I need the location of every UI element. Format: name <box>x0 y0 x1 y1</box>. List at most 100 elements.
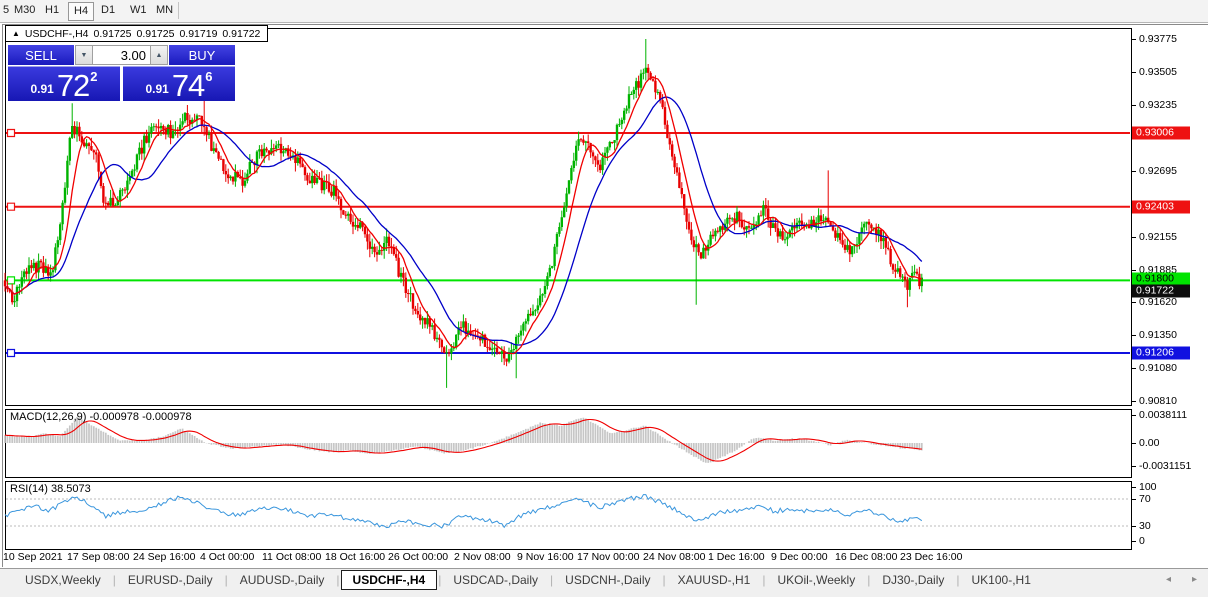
rsi-indicator-label: RSI(14) 38.5073 <box>10 483 91 495</box>
rsi-tick-label: 30 <box>1139 520 1151 532</box>
date-tick-label: 4 Oct 00:00 <box>200 551 255 563</box>
sell-price-prefix: 0.91 <box>30 82 54 96</box>
price-tick-mark <box>1132 171 1136 172</box>
macd-tick-mark <box>1132 466 1136 467</box>
date-tick-label: 24 Nov 08:00 <box>643 551 706 563</box>
tab-dj30-daily[interactable]: DJ30-,Daily <box>882 573 945 587</box>
tab-separator: | <box>662 573 666 587</box>
sell-button[interactable]: SELL <box>8 45 74 65</box>
tab-ukoil-weekly[interactable]: UKOil-,Weekly <box>777 573 856 587</box>
tf-button-m30[interactable]: M30 <box>14 4 36 16</box>
price-tick-mark <box>1132 72 1136 73</box>
date-tick-label: 26 Oct 00:00 <box>388 551 449 563</box>
buy-price-prefix: 0.91 <box>145 82 169 96</box>
price-tick-mark <box>1132 237 1136 238</box>
date-tick-label: 1 Dec 16:00 <box>708 551 765 563</box>
window-border-left <box>2 24 3 567</box>
tab-separator: | <box>550 573 554 587</box>
rsi-tick-label: 100 <box>1139 481 1157 493</box>
tf-button-h1[interactable]: H1 <box>45 4 60 16</box>
price-tick-mark <box>1132 302 1136 303</box>
price-tick-mark <box>1132 368 1136 369</box>
sell-price-pips: 72 <box>56 68 90 103</box>
price-tick-label: 0.91350 <box>1139 329 1177 341</box>
tab-scroll-right-icon[interactable]: ▸ <box>1192 574 1198 585</box>
tf-button-h4[interactable]: H4 <box>68 2 95 21</box>
price-tick-label: 0.93505 <box>1139 66 1177 78</box>
tab-xauusd-h1[interactable]: XAUUSD-,H1 <box>677 573 751 587</box>
price-tick-label: 0.92695 <box>1139 165 1177 177</box>
rsi-tick-mark <box>1132 487 1136 488</box>
macd-tick-mark <box>1132 443 1136 444</box>
tab-usdchf-h4[interactable]: USDCHF-,H4 <box>340 570 438 590</box>
rsi-tick-label: 70 <box>1139 493 1151 505</box>
tab-audusd-daily[interactable]: AUDUSD-,Daily <box>239 573 325 587</box>
price-tick-mark <box>1132 335 1136 336</box>
price-tick-mark <box>1132 270 1136 271</box>
tab-usdcad-daily[interactable]: USDCAD-,Daily <box>453 573 539 587</box>
tab-separator: | <box>112 573 116 587</box>
macd-indicator-label: MACD(12,26,9) -0.000978 -0.000978 <box>10 411 192 423</box>
macd-tick-label: 0.00 <box>1139 437 1160 449</box>
tab-separator: | <box>438 573 442 587</box>
price-tick-label: 0.90810 <box>1139 395 1177 407</box>
volume-stepper: ▼ ▲ <box>75 45 168 65</box>
ohlc-header: ▲ USDCHF-,H4 0.91725 0.91725 0.91719 0.9… <box>5 25 269 42</box>
tab-separator: | <box>762 573 766 587</box>
chevron-down-icon: ▼ <box>80 51 88 59</box>
tf-button-d1[interactable]: D1 <box>101 4 116 16</box>
tab-uk100-h1[interactable]: UK100-,H1 <box>971 573 1031 587</box>
toolbar-separator <box>178 2 179 19</box>
buy-price-display[interactable]: 0.91 74 6 <box>123 66 235 101</box>
price-line-tag: 0.91800 <box>1132 272 1190 286</box>
tf-button-w1[interactable]: W1 <box>130 4 147 16</box>
macd-tick-mark <box>1132 415 1136 416</box>
tab-usdx-weekly[interactable]: USDX,Weekly <box>25 573 101 587</box>
volume-input[interactable] <box>93 45 150 65</box>
rsi-tick-mark <box>1132 526 1136 527</box>
price-tick-mark <box>1132 401 1136 402</box>
price-tick-label: 0.91620 <box>1139 296 1177 308</box>
tab-eurusd-daily[interactable]: EURUSD-,Daily <box>127 573 213 587</box>
tab-separator: | <box>336 573 340 587</box>
chevron-up-icon: ▲ <box>155 51 163 59</box>
quote-open: 0.91725 <box>93 27 132 40</box>
rsi-tick-mark <box>1132 541 1136 542</box>
rsi-plot[interactable] <box>5 481 1132 550</box>
rsi-tick-label: 0 <box>1139 535 1145 547</box>
tab-usdcnh-daily[interactable]: USDCNH-,Daily <box>565 573 651 587</box>
tf-button-mn[interactable]: MN <box>156 4 174 16</box>
date-tick-label: 16 Dec 08:00 <box>835 551 898 563</box>
price-line-tag: 0.93006 <box>1132 126 1190 140</box>
date-tick-label: 2 Nov 08:00 <box>454 551 511 563</box>
collapse-arrow-icon[interactable]: ▲ <box>12 29 20 38</box>
volume-decrease-button[interactable]: ▼ <box>75 45 93 65</box>
price-line-tag: 0.92403 <box>1132 200 1190 214</box>
rsi-tick-mark <box>1132 499 1136 500</box>
date-tick-label: 17 Sep 08:00 <box>67 551 130 563</box>
tab-scroll-left-icon[interactable]: ◂ <box>1166 574 1172 585</box>
volume-increase-button[interactable]: ▲ <box>150 45 168 65</box>
quote-high: 0.91725 <box>136 27 175 40</box>
price-tick-label: 0.91080 <box>1139 362 1177 374</box>
chart-tabs: USDX,Weekly | EURUSD-,Daily | AUDUSD-,Daily |… <box>0 569 1042 591</box>
date-tick-label: 10 Sep 2021 <box>3 551 63 563</box>
price-tick-mark <box>1132 105 1136 106</box>
macd-tick-label: -0.0031151 <box>1139 460 1192 472</box>
date-tick-label: 24 Sep 16:00 <box>133 551 196 563</box>
date-tick-label: 23 Dec 16:00 <box>900 551 963 563</box>
price-tick-mark <box>1132 39 1136 40</box>
buy-price-point: 6 <box>205 69 213 84</box>
tf-button-m5[interactable]: 5 <box>3 4 10 16</box>
sell-price-point: 2 <box>90 69 98 84</box>
price-tick-label: 0.93235 <box>1139 99 1177 111</box>
date-tick-label: 9 Nov 16:00 <box>517 551 574 563</box>
buy-price-pips: 74 <box>171 68 205 103</box>
quote-low: 0.91719 <box>179 27 218 40</box>
macd-tick-label: 0.0038111 <box>1139 409 1188 421</box>
quote-close: 0.91722 <box>222 27 261 40</box>
tab-separator: | <box>224 573 228 587</box>
buy-button[interactable]: BUY <box>169 45 235 65</box>
price-tick-label: 0.93775 <box>1139 33 1177 45</box>
sell-price-display[interactable]: 0.91 72 2 <box>8 66 120 101</box>
